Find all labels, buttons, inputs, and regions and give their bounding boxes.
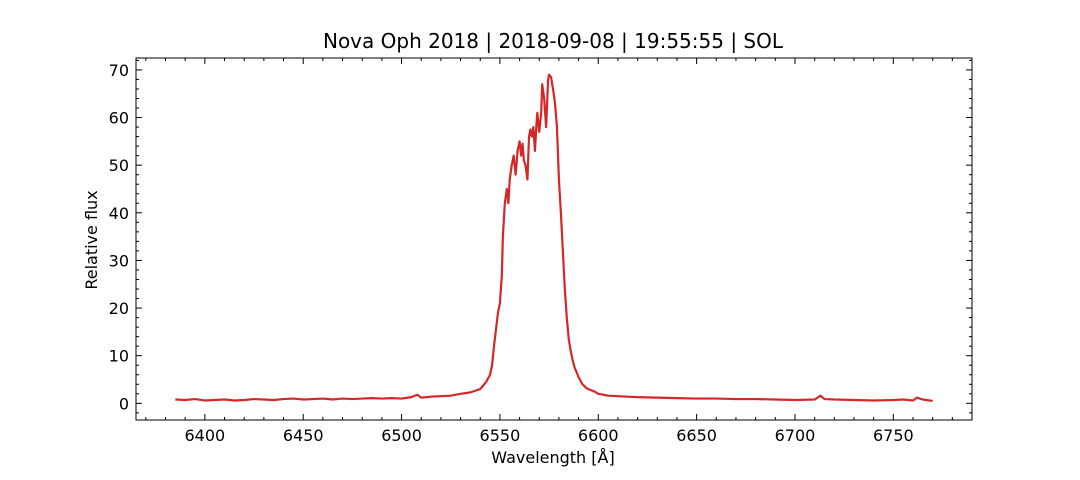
x-tick-label: 6450 bbox=[283, 426, 324, 445]
x-tick-label: 6750 bbox=[873, 426, 914, 445]
y-tick-label: 70 bbox=[109, 61, 129, 80]
x-tick-label: 6400 bbox=[184, 426, 225, 445]
x-tick-label: 6500 bbox=[381, 426, 422, 445]
x-tick-label: 6550 bbox=[480, 426, 521, 445]
y-tick-label: 20 bbox=[109, 299, 129, 318]
x-tick-label: 6650 bbox=[676, 426, 717, 445]
y-tick-label: 40 bbox=[109, 204, 129, 223]
tick-labels: 6400 6450 6500 6550 6600 6650 6700 6750 0 10 20 30 4… bbox=[109, 61, 914, 445]
series-line bbox=[175, 73, 933, 403]
x-tick-label: 6700 bbox=[775, 426, 816, 445]
y-tick-label: 60 bbox=[109, 109, 129, 128]
x-tick-label: 6600 bbox=[578, 426, 619, 445]
y-tick-label: 50 bbox=[109, 156, 129, 175]
y-axis-label: Relative flux bbox=[82, 190, 101, 289]
y-tick-label: 10 bbox=[109, 347, 129, 366]
plot-frame bbox=[135, 57, 973, 421]
y-tick-label: 0 bbox=[119, 394, 129, 413]
axis-ticks bbox=[136, 58, 973, 420]
chart-title: Nova Oph 2018 | 2018-09-08 | 19:55:55 | … bbox=[323, 29, 784, 53]
y-tick-label: 30 bbox=[109, 251, 129, 270]
x-axis-label: Wavelength [Å] bbox=[491, 448, 614, 467]
